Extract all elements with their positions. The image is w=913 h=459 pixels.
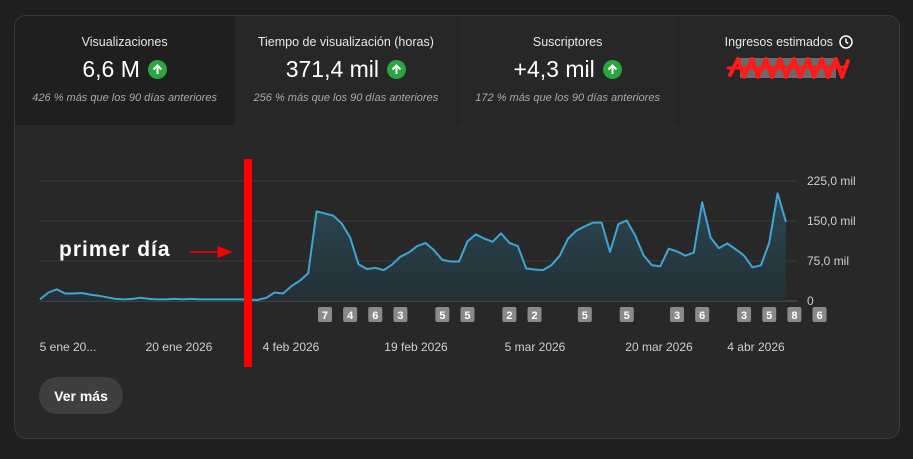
views-line	[39, 192, 787, 301]
event-badge-label: 6	[699, 310, 705, 322]
event-badge[interactable]	[695, 307, 710, 322]
event-badge-label: 3	[397, 310, 403, 322]
metric-tab-views[interactable]: Visualizaciones 6,6 M 426 % más que los …	[15, 16, 236, 125]
arrow-up-icon	[147, 60, 167, 79]
annotation-label: primer día	[59, 238, 171, 261]
event-badge-label: 6	[372, 310, 378, 322]
x-tick-label: 20 mar 2026	[625, 340, 693, 354]
metric-value: +4,3 mil	[513, 56, 595, 82]
metric-label: Tiempo de visualización (horas)	[257, 35, 434, 49]
event-badge-label: 5	[439, 310, 445, 322]
event-badge[interactable]	[460, 307, 475, 322]
metric-value: 6,6 M	[82, 56, 140, 82]
y-tick-label: 225,0 mil	[807, 174, 856, 188]
arrow-up-icon	[602, 60, 622, 79]
metric-compare: 256 % más que los 90 días anteriores	[253, 92, 439, 104]
metric-compare: 426 % más que los 90 días anteriores	[32, 92, 217, 104]
y-tick-label: 0	[807, 294, 814, 308]
event-badge-label: 3	[674, 310, 680, 322]
event-badge-label: 5	[582, 310, 588, 322]
event-badge-label: 6	[816, 310, 822, 322]
event-badge-label: 2	[506, 310, 512, 322]
event-badge-label: 5	[464, 310, 470, 322]
event-badge-label: 5	[624, 310, 630, 322]
x-tick-label: 5 mar 2026	[505, 340, 566, 354]
event-badge-label: 4	[347, 310, 354, 322]
event-badge[interactable]	[670, 307, 685, 322]
x-tick-label: 4 abr 2026	[727, 340, 785, 354]
event-badge[interactable]	[368, 307, 383, 322]
event-badge[interactable]	[317, 307, 332, 322]
event-badge-label: 5	[766, 310, 772, 322]
analytics-card: Visualizaciones 6,6 M 426 % más que los …	[14, 15, 900, 439]
event-badge[interactable]	[737, 307, 752, 322]
metric-tab-revenue[interactable]: Ingresos estimados	[678, 16, 899, 125]
metric-compare: 172 % más que los 90 días anteriores	[475, 92, 660, 104]
event-badge[interactable]	[787, 307, 802, 322]
metric-tabs: Visualizaciones 6,6 M 426 % más que los …	[15, 16, 899, 125]
event-badge[interactable]	[527, 307, 542, 322]
x-tick-label: 5 ene 20...	[40, 340, 97, 354]
y-tick-label: 150,0 mil	[807, 214, 856, 228]
event-badge[interactable]	[577, 307, 592, 322]
x-tick-label: 20 ene 2026	[146, 340, 213, 354]
event-badge-label: 7	[322, 310, 328, 322]
event-badge[interactable]	[762, 307, 777, 322]
metric-tab-subscribers[interactable]: Suscriptores +4,3 mil 172 % más que los …	[457, 16, 679, 125]
views-chart: 225,0 mil 150,0 mil 75,0 mil 0 7 4 6 3 5 5 2 2 5 5 3 6…	[39, 159, 856, 367]
metric-label: Ingresos estimados	[724, 35, 834, 49]
event-badge[interactable]	[435, 307, 450, 322]
x-tick-label: 19 feb 2026	[384, 340, 448, 354]
arrow-up-icon	[387, 60, 407, 79]
metric-value: 371,4 mil	[285, 56, 380, 82]
x-tick-label: 4 feb 2026	[263, 340, 320, 354]
event-badge[interactable]	[393, 307, 408, 322]
ver-mas-button[interactable]: Ver más	[39, 377, 123, 414]
redacted-scribble	[726, 57, 850, 79]
event-badge-label: 2	[531, 310, 537, 322]
event-badge-label: 3	[741, 310, 747, 322]
y-tick-label: 75,0 mil	[807, 254, 849, 268]
metric-label: Visualizaciones	[81, 35, 168, 49]
clock-icon	[839, 35, 853, 49]
start-marker-line	[244, 159, 252, 367]
views-area	[40, 193, 786, 301]
event-badge-label: 8	[791, 310, 797, 322]
event-badge[interactable]	[812, 307, 827, 322]
event-badge[interactable]	[343, 307, 358, 322]
event-badge[interactable]	[619, 307, 634, 322]
metric-label: Suscriptores	[532, 35, 603, 49]
event-badge[interactable]	[502, 307, 517, 322]
metric-tab-watch-time[interactable]: Tiempo de visualización (horas) 371,4 mi…	[235, 16, 458, 125]
